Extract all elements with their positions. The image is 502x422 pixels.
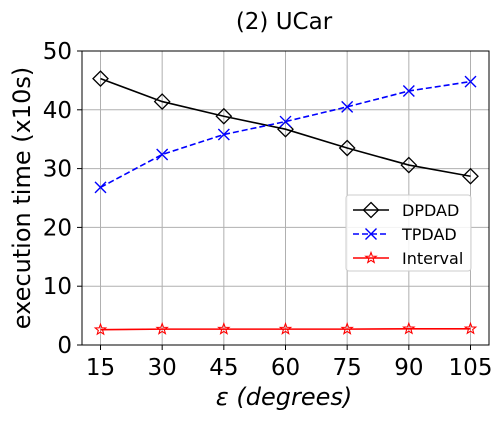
x-marker [365, 228, 377, 240]
legend-label: Interval [402, 249, 463, 268]
star-marker [155, 322, 169, 335]
x-marker [341, 100, 354, 113]
x-axis-label: ε (degrees) [216, 383, 353, 411]
x-marker [156, 148, 169, 161]
y-tick-label: 0 [57, 333, 72, 359]
y-tick-label: 50 [43, 39, 72, 65]
legend-label: DPDAD [402, 201, 459, 220]
star-marker [340, 322, 354, 335]
y-axis-label: execution time (x10s) [8, 67, 36, 329]
diamond-marker [400, 156, 418, 174]
y-tick-label: 10 [43, 274, 72, 300]
series-group [92, 70, 479, 336]
legend-item: TPDAD [353, 225, 457, 244]
x-tick-label: 60 [271, 355, 300, 381]
star-marker [364, 250, 378, 264]
legend: DPDAD TPDAD Interval [345, 194, 472, 272]
x-marker [94, 181, 107, 194]
x-axis-unit: (degrees) [236, 383, 352, 411]
x-marker [217, 128, 230, 141]
y-axis: 0 10 20 30 40 50 [43, 39, 82, 359]
diamond-marker [92, 70, 109, 88]
series-tpdad [94, 75, 477, 194]
x-tick-label: 45 [209, 355, 238, 381]
x-tick-label: 105 [449, 355, 493, 381]
x-tick-label: 90 [394, 355, 423, 381]
star-marker [217, 322, 231, 335]
x-axis: 15 30 45 60 75 90 105 [86, 345, 493, 381]
series-dpdad [92, 70, 479, 185]
x-marker [279, 115, 292, 128]
star-marker [93, 322, 108, 336]
legend-label: TPDAD [401, 225, 457, 244]
legend-item: DPDAD [353, 201, 459, 220]
x-tick-label: 75 [333, 355, 362, 381]
series-line [100, 77, 471, 178]
star-marker [402, 321, 416, 335]
y-tick-label: 30 [43, 157, 72, 183]
series-interval [93, 321, 478, 336]
x-tick-label: 15 [86, 355, 115, 381]
diamond-marker [362, 201, 380, 219]
chart-title: (2) UCar [236, 9, 333, 35]
series-line [100, 328, 471, 331]
diamond-marker [153, 93, 171, 110]
x-marker [464, 75, 477, 88]
y-tick-label: 20 [43, 215, 72, 241]
diamond-marker [215, 107, 233, 125]
star-marker [463, 321, 478, 335]
y-tick-label: 40 [43, 98, 72, 124]
x-axis-symbol: ε [216, 383, 229, 411]
legend-item: Interval [353, 249, 463, 268]
x-tick-label: 30 [148, 355, 177, 381]
diamond-marker [338, 139, 356, 157]
diamond-marker [462, 167, 479, 185]
star-marker [278, 322, 293, 335]
x-marker [402, 84, 415, 97]
legend-box [345, 194, 472, 272]
